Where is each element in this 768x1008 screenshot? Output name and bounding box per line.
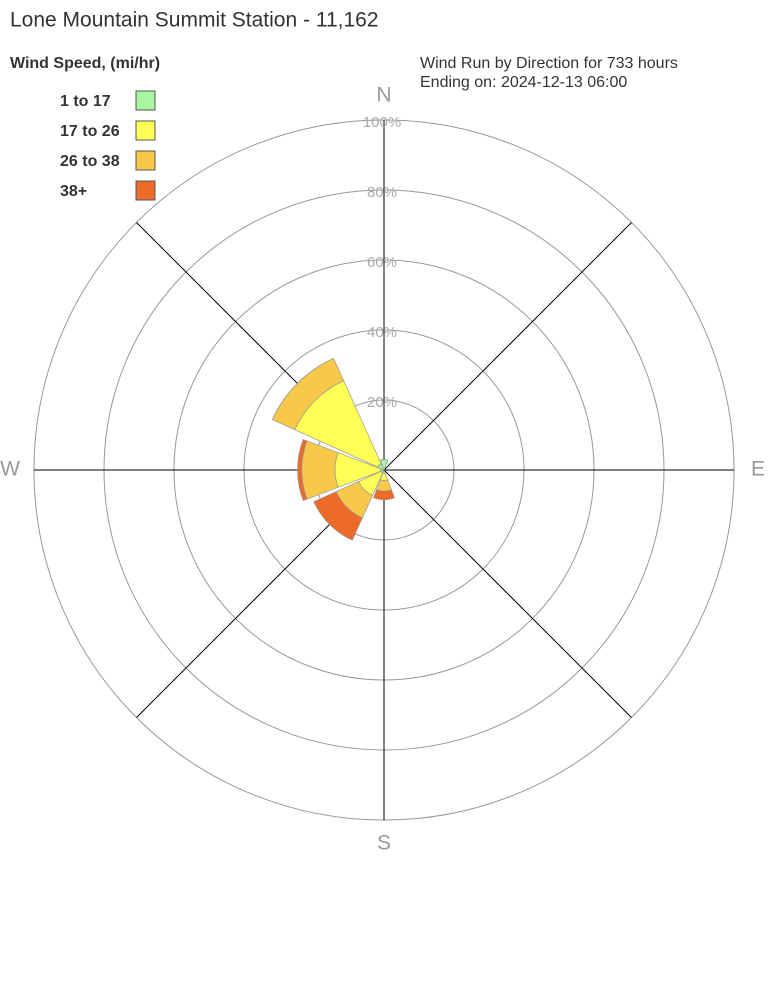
legend-swatch <box>135 180 156 201</box>
sector <box>313 491 363 541</box>
r-tick-label: 80% <box>367 184 397 201</box>
sector <box>272 358 334 420</box>
annotation: Wind Run by Direction for 733 hours <box>420 55 678 72</box>
r-tick-label: 100% <box>363 114 401 131</box>
direction-label: N <box>376 84 391 107</box>
sector <box>373 489 395 501</box>
sector <box>297 438 308 502</box>
legend-swatch <box>135 120 156 141</box>
direction-label: E <box>751 458 765 481</box>
direction-label: W <box>0 458 20 481</box>
direction-label: S <box>377 832 391 855</box>
r-tick-label: 60% <box>367 254 397 271</box>
annotation: Ending on: 2024-12-13 06:00 <box>420 74 627 91</box>
chart-title: Lone Mountain Summit Station - 11,162 <box>10 9 379 32</box>
legend-title: Wind Speed, (mi/hr) <box>10 55 160 72</box>
legend-label: 38+ <box>60 183 87 200</box>
sector <box>301 440 339 500</box>
legend-label: 1 to 17 <box>60 93 111 110</box>
legend-label: 26 to 38 <box>60 153 120 170</box>
spoke <box>383 469 632 718</box>
r-tick-label: 20% <box>367 394 397 411</box>
r-tick-label: 40% <box>367 324 397 341</box>
sector <box>380 459 388 461</box>
legend-label: 17 to 26 <box>60 123 120 140</box>
legend-swatch <box>135 150 156 171</box>
legend-swatch <box>135 90 156 111</box>
spoke <box>383 222 632 471</box>
